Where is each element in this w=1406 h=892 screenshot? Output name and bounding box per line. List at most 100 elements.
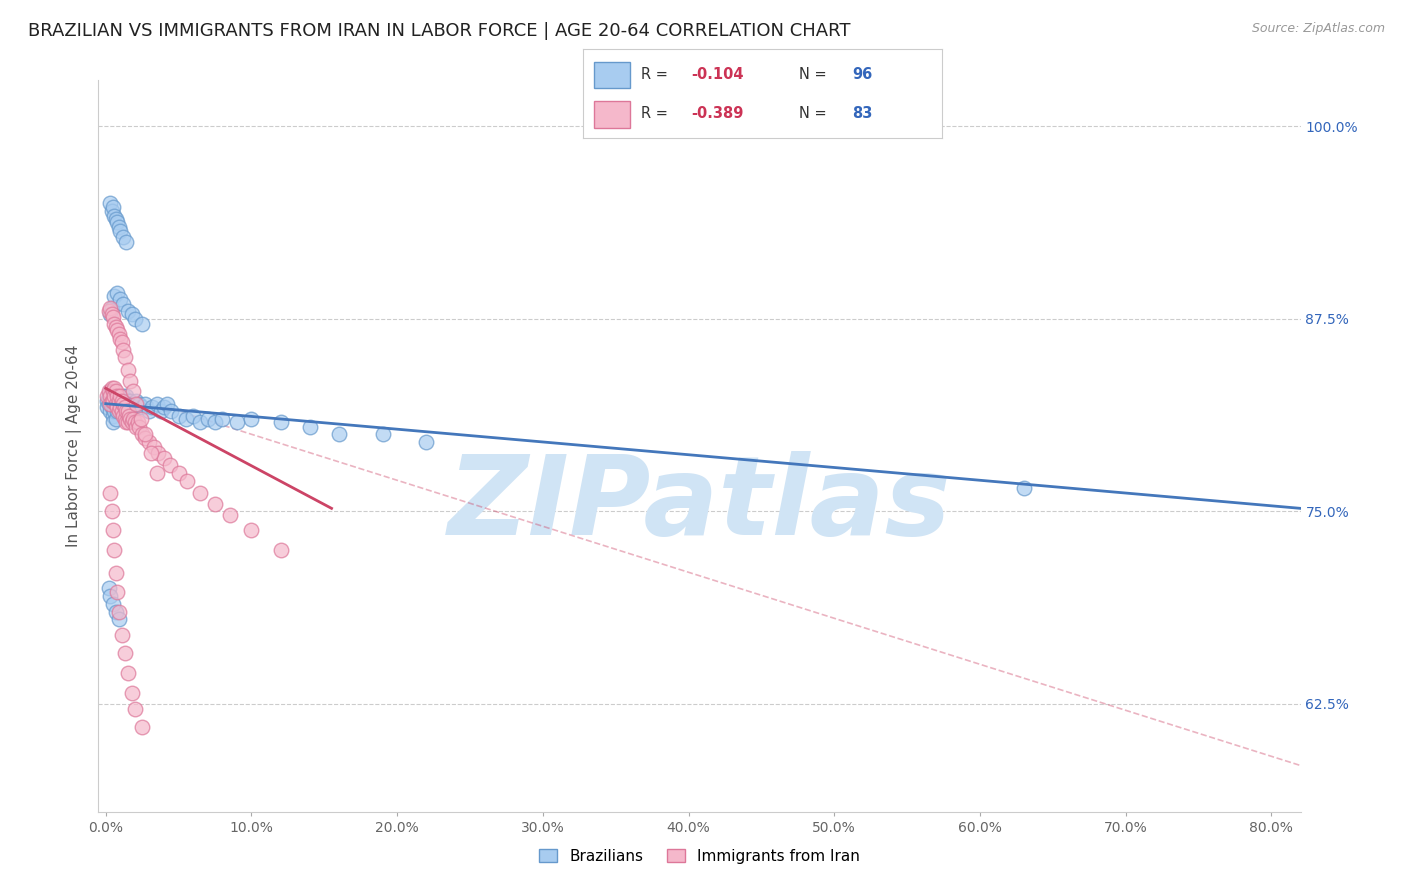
Point xyxy=(118,400,141,414)
Point xyxy=(98,486,121,500)
Point xyxy=(112,409,135,423)
Point xyxy=(298,419,321,434)
Point xyxy=(120,374,142,388)
Point xyxy=(121,415,143,429)
Point xyxy=(101,400,124,414)
Point xyxy=(117,666,139,681)
Point xyxy=(125,397,148,411)
Point xyxy=(105,584,128,599)
Point xyxy=(111,334,134,349)
Point xyxy=(240,412,263,426)
Point xyxy=(120,412,142,426)
Point xyxy=(167,409,190,423)
Point xyxy=(141,400,163,414)
Point xyxy=(104,393,127,408)
Point xyxy=(104,400,127,414)
Point xyxy=(153,450,176,465)
Point xyxy=(115,404,138,418)
Point xyxy=(111,393,134,408)
Point xyxy=(104,211,127,226)
Point xyxy=(103,317,125,331)
Point xyxy=(97,397,120,411)
Point xyxy=(204,497,226,511)
Point xyxy=(145,466,167,480)
Point xyxy=(103,209,125,223)
Point xyxy=(371,427,394,442)
Point xyxy=(122,400,145,414)
Point xyxy=(129,412,152,426)
Point xyxy=(131,400,153,414)
Point xyxy=(100,301,122,315)
Point xyxy=(111,627,134,641)
Point xyxy=(110,389,132,403)
Point xyxy=(101,415,124,429)
Point xyxy=(114,400,136,414)
Point xyxy=(104,384,127,399)
Point xyxy=(112,389,135,403)
Point xyxy=(139,446,162,460)
Text: ZIPatlas: ZIPatlas xyxy=(447,451,952,558)
Point xyxy=(100,504,122,518)
Point xyxy=(114,646,136,660)
Point xyxy=(115,389,138,403)
Point xyxy=(96,400,118,414)
Point xyxy=(145,397,167,411)
Point xyxy=(121,307,143,321)
Point xyxy=(117,404,139,418)
Point xyxy=(328,427,350,442)
Point xyxy=(112,230,135,244)
Point xyxy=(101,393,124,408)
Point xyxy=(117,393,139,408)
Point xyxy=(105,404,128,418)
Point xyxy=(108,393,131,408)
Point xyxy=(114,393,136,408)
Point xyxy=(97,582,120,596)
Point xyxy=(124,701,146,715)
Point xyxy=(100,307,122,321)
Text: 83: 83 xyxy=(852,106,873,120)
Point xyxy=(134,431,156,445)
Point xyxy=(105,397,128,411)
Point xyxy=(167,466,190,480)
Point xyxy=(112,296,135,310)
Point xyxy=(156,397,179,411)
Point xyxy=(120,393,142,408)
Point xyxy=(101,393,124,408)
Y-axis label: In Labor Force | Age 20-64: In Labor Force | Age 20-64 xyxy=(66,345,83,547)
Point xyxy=(103,389,125,403)
Point xyxy=(138,435,160,450)
Point xyxy=(103,289,125,303)
Point xyxy=(150,404,173,418)
Point xyxy=(98,389,121,403)
Point xyxy=(96,393,118,408)
Point xyxy=(225,415,247,429)
Point xyxy=(146,446,169,460)
Point xyxy=(121,686,143,700)
Point xyxy=(104,566,127,580)
Point xyxy=(270,543,292,558)
Point xyxy=(122,384,145,399)
Point xyxy=(138,404,160,418)
Point xyxy=(104,397,127,411)
Point xyxy=(115,415,138,429)
Point xyxy=(181,409,204,423)
Point xyxy=(105,215,128,229)
Point xyxy=(111,400,134,414)
Point xyxy=(240,523,263,537)
Point xyxy=(117,304,139,318)
Point xyxy=(118,397,141,411)
Point xyxy=(190,486,212,500)
Point xyxy=(112,397,135,411)
Point xyxy=(103,404,125,418)
Point xyxy=(190,415,212,429)
Point xyxy=(105,400,128,414)
Point xyxy=(159,458,181,473)
Point xyxy=(100,389,122,403)
Point xyxy=(105,285,128,300)
Point xyxy=(101,523,124,537)
Point xyxy=(108,612,131,626)
Point xyxy=(100,400,122,414)
Point xyxy=(98,301,121,315)
Point xyxy=(111,404,134,418)
Point xyxy=(101,200,124,214)
